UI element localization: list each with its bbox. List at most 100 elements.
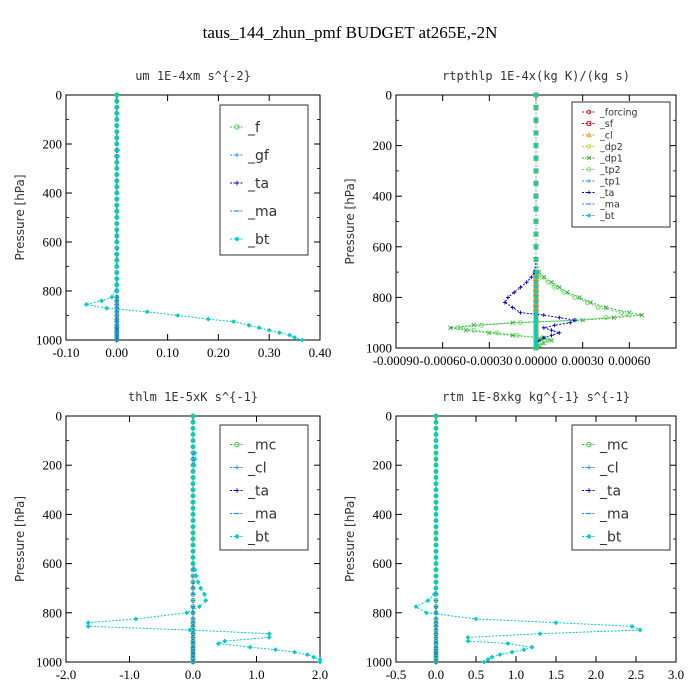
data-point <box>202 591 207 597</box>
data-point <box>433 548 439 554</box>
data-point <box>497 652 503 658</box>
data-point <box>533 274 539 280</box>
data-point <box>190 481 196 487</box>
data-point <box>193 573 199 579</box>
data-point <box>231 319 237 325</box>
data-point <box>510 320 515 326</box>
data-point <box>433 524 439 530</box>
data-point <box>114 276 120 282</box>
series-bt <box>83 92 305 343</box>
data-point <box>448 325 453 331</box>
series-line <box>504 95 577 348</box>
data-point <box>512 290 517 295</box>
data-point <box>190 438 196 444</box>
legend-marker <box>586 155 592 161</box>
data-point <box>311 654 317 660</box>
data-point <box>433 536 439 542</box>
legend-label: _f <box>247 120 261 136</box>
data-point <box>489 654 495 660</box>
y-tick-label: 200 <box>373 138 393 153</box>
data-point <box>114 215 120 220</box>
data-point <box>114 239 120 245</box>
y-tick-label: 600 <box>373 239 393 254</box>
data-point <box>114 104 120 110</box>
legend-marker <box>234 441 240 448</box>
data-point <box>533 257 539 262</box>
legend: _mc _cl _ta _ma _bt <box>219 424 309 551</box>
data-point <box>471 327 477 333</box>
data-point <box>190 413 196 419</box>
data-point <box>184 610 190 616</box>
data-point <box>114 178 120 184</box>
data-point <box>114 172 120 178</box>
data-point <box>433 505 439 511</box>
data-point <box>433 561 439 567</box>
data-point <box>273 647 278 653</box>
data-point <box>433 456 439 462</box>
data-point <box>455 325 461 331</box>
data-point <box>114 221 120 227</box>
data-point <box>629 623 635 629</box>
data-point <box>247 644 253 650</box>
data-point <box>541 325 546 330</box>
legend-label: _ta <box>599 484 621 500</box>
data-point <box>423 610 429 616</box>
series-bt <box>533 92 539 351</box>
x-tick-label: -0.00060 <box>419 353 466 368</box>
chart-panel: rtm 1E-8xkg kg^{-1} s^{-1} 0 200 400 600 800 1… <box>343 390 684 682</box>
data-point <box>433 579 439 585</box>
data-point <box>114 184 120 190</box>
data-point <box>190 425 196 431</box>
panel-title: thlm 1E-5xK s^{-1} <box>128 390 258 404</box>
legend-label: _ma <box>599 200 620 211</box>
data-point <box>114 98 120 104</box>
data-point <box>195 579 201 585</box>
data-point <box>287 332 292 338</box>
data-point <box>584 300 590 305</box>
data-point <box>545 337 551 343</box>
data-point <box>190 432 196 437</box>
legend-marker <box>586 213 592 218</box>
data-point <box>433 462 439 468</box>
y-tick-label: 800 <box>43 284 63 299</box>
x-tick-label: 0.00060 <box>608 353 650 368</box>
data-point <box>190 548 196 554</box>
data-point <box>190 487 196 493</box>
data-point <box>222 638 228 644</box>
chart-panel: thlm 1E-5xK s^{-1} 0 200 400 600 800 1000-2.0 -… <box>13 390 328 682</box>
data-point <box>568 320 573 325</box>
data-point <box>433 413 439 419</box>
data-point <box>541 335 546 340</box>
legend-marker <box>234 124 240 130</box>
data-point <box>533 231 539 237</box>
data-point <box>114 123 120 129</box>
data-point <box>115 153 121 159</box>
legend-marker <box>234 465 240 470</box>
y-tick-label: 200 <box>43 458 63 473</box>
data-point <box>114 245 120 251</box>
data-point <box>431 591 437 597</box>
data-point <box>595 305 601 310</box>
data-point <box>510 333 515 338</box>
x-tick-label: 1.0 <box>248 667 264 682</box>
data-point <box>533 168 539 174</box>
legend-marker <box>586 488 592 493</box>
legend-label: _bt <box>599 530 622 546</box>
y-tick-label: 1000 <box>36 655 62 670</box>
data-point <box>114 117 120 122</box>
data-point <box>304 652 310 658</box>
data-point <box>465 638 471 644</box>
data-point <box>190 419 196 425</box>
data-point <box>114 227 120 233</box>
data-point <box>190 530 196 536</box>
data-point <box>533 219 539 224</box>
data-point <box>114 159 120 165</box>
data-point <box>256 325 262 331</box>
data-point <box>529 644 535 650</box>
legend-marker <box>234 488 240 493</box>
data-point <box>266 327 272 333</box>
data-point <box>433 499 439 505</box>
data-point <box>114 208 120 214</box>
data-point <box>196 604 202 610</box>
